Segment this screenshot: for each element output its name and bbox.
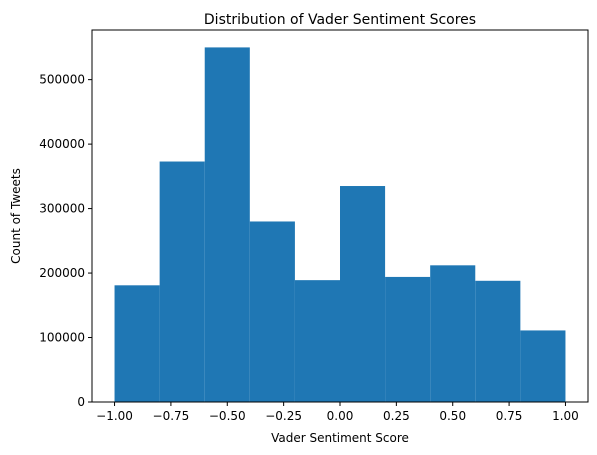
y-tick-label: 500000	[39, 73, 85, 87]
x-tick-label: 0.50	[439, 409, 466, 423]
x-axis-ticks: −1.00 −0.75 −0.50 −0.25 0.00 0.25 0.50 0.75 1.00	[96, 402, 579, 423]
y-tick-label: 400000	[39, 137, 85, 151]
x-tick-label: 0.25	[383, 409, 410, 423]
y-axis-label: Count of Tweets	[9, 168, 23, 264]
y-tick-label: 0	[77, 395, 85, 409]
histogram-bar	[294, 280, 340, 402]
chart-title: Distribution of Vader Sentiment Scores	[204, 12, 476, 28]
x-tick-label: 0.75	[496, 409, 523, 423]
histogram-bar	[114, 285, 160, 402]
bars-group	[114, 47, 566, 402]
x-tick-label: −1.00	[96, 409, 133, 423]
histogram-bar	[340, 186, 386, 402]
x-axis-label: Vader Sentiment Score	[271, 431, 409, 445]
x-tick-label: 1.00	[552, 409, 579, 423]
x-tick-label: 0.00	[327, 409, 354, 423]
y-tick-label: 200000	[39, 266, 85, 280]
x-tick-label: −0.75	[153, 409, 190, 423]
histogram-bar	[430, 265, 476, 402]
y-axis-ticks: 0 100000 200000 300000 400000 500000	[39, 73, 92, 409]
histogram-bar	[385, 276, 431, 402]
histogram-bar	[204, 47, 250, 402]
histogram-bar	[520, 330, 566, 402]
histogram-bar	[475, 280, 521, 402]
histogram-bar	[159, 161, 205, 402]
histogram-bar	[249, 221, 295, 402]
x-tick-label: −0.25	[265, 409, 302, 423]
y-tick-label: 100000	[39, 331, 85, 345]
y-tick-label: 300000	[39, 202, 85, 216]
x-tick-label: −0.50	[209, 409, 246, 423]
